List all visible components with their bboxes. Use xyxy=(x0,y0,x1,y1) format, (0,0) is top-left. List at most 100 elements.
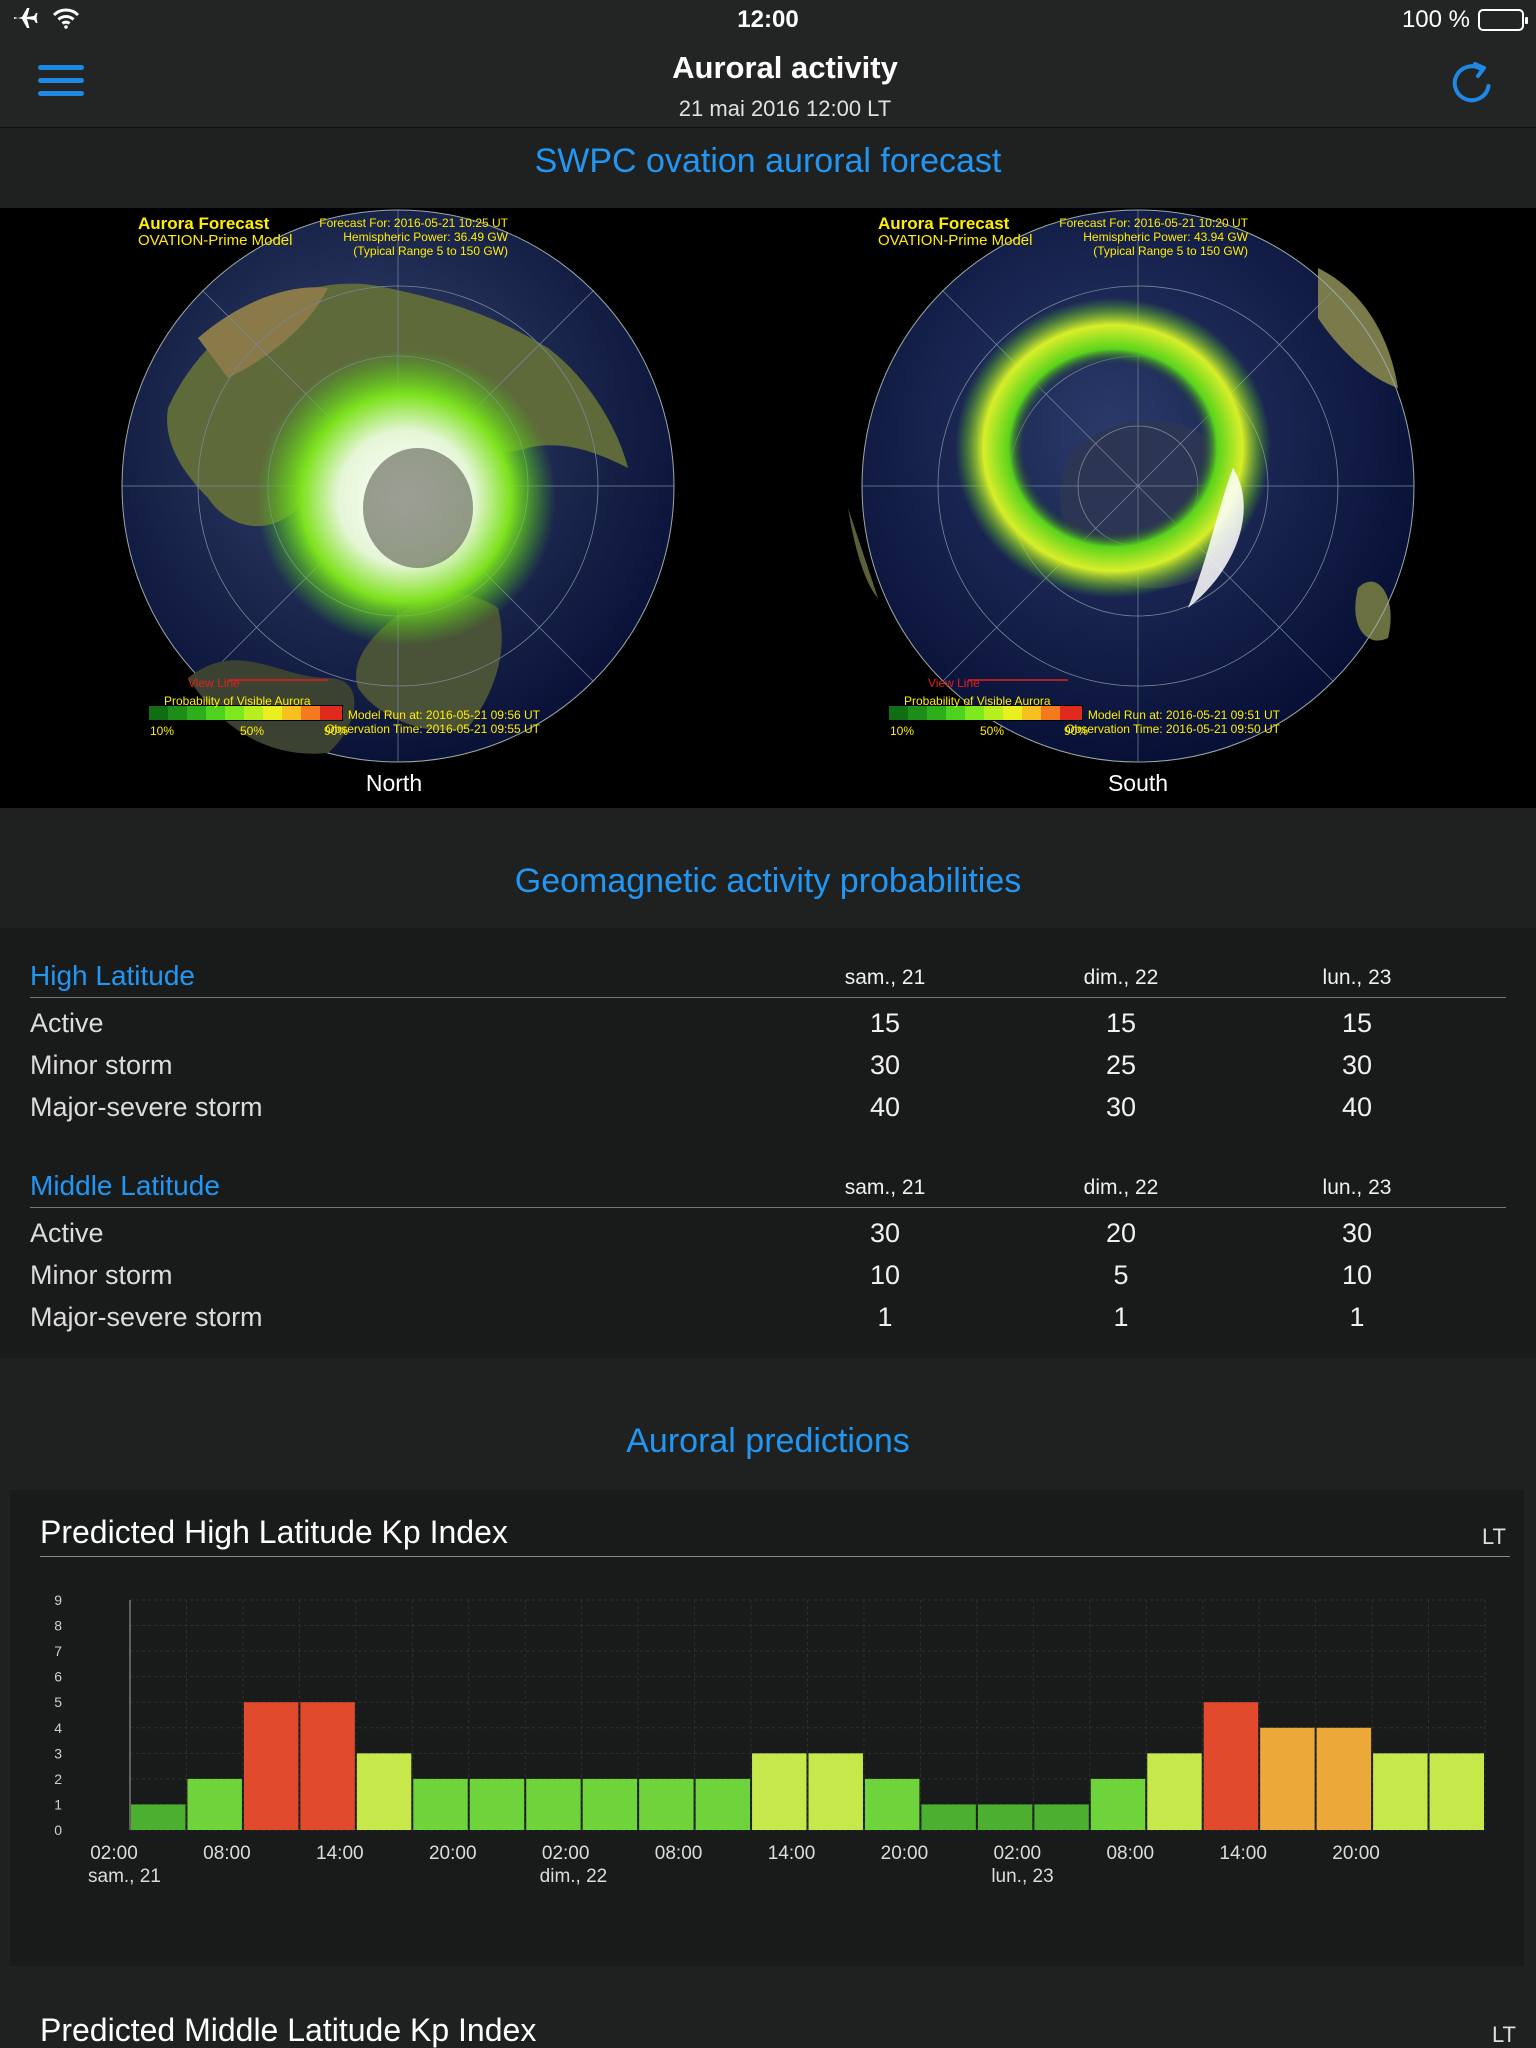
middle-latitude-group: Middle Latitude sam., 21 dim., 22 lun., … xyxy=(30,1164,1506,1334)
north-globe-image xyxy=(121,209,675,763)
row-value: 5 xyxy=(1113,1260,1129,1290)
row-value: 30 xyxy=(1341,1218,1373,1248)
south-scale-50: 50% xyxy=(980,724,1005,738)
north-scale-90: 90% xyxy=(324,724,349,738)
kp-bar xyxy=(921,1804,976,1830)
battery-icon xyxy=(1478,9,1528,31)
high-latitude-header: High Latitude sam., 21 dim., 22 lun., 23 xyxy=(30,954,1506,998)
kp-bar xyxy=(752,1753,807,1830)
y-tick-label: 4 xyxy=(54,1720,62,1736)
y-tick-label: 8 xyxy=(54,1618,62,1634)
row-value: 20 xyxy=(1105,1218,1137,1248)
south-aurora-map[interactable]: Aurora Forecast OVATION-Prime Model Fore… xyxy=(768,208,1508,808)
row-value: 30 xyxy=(1341,1050,1373,1080)
kp-bar xyxy=(300,1702,355,1830)
wifi-icon xyxy=(52,7,80,34)
predictions-section-title: Auroral predictions xyxy=(626,1422,910,1460)
north-view-line-label: View Line xyxy=(188,676,240,690)
y-tick-label: 0 xyxy=(54,1822,62,1838)
kp-bar xyxy=(1203,1702,1259,1830)
row-value: 10 xyxy=(869,1260,901,1290)
kp-bar xyxy=(639,1778,694,1830)
day-header: lun., 23 xyxy=(1322,966,1392,989)
day-label: sam., 21 xyxy=(88,1866,161,1887)
kp-bar xyxy=(1147,1753,1202,1830)
row-value: 15 xyxy=(869,1008,901,1038)
south-caption: South xyxy=(1107,770,1169,796)
kp-bar xyxy=(1034,1804,1089,1830)
hamburger-icon-bar xyxy=(38,78,84,83)
kp-bar xyxy=(1373,1753,1428,1830)
status-bar: 12:00 100 % xyxy=(0,0,1536,40)
x-tick-label: 20:00 xyxy=(881,1843,929,1864)
x-tick-label: 14:00 xyxy=(1219,1843,1267,1864)
menu-button[interactable] xyxy=(38,65,84,99)
day-label: lun., 23 xyxy=(991,1866,1053,1887)
kp-bar xyxy=(695,1778,751,1830)
kp-bar xyxy=(469,1778,525,1830)
kp-bar xyxy=(526,1778,581,1830)
row-value: 10 xyxy=(1341,1260,1373,1290)
x-tick-label: 14:00 xyxy=(768,1843,816,1864)
timezone-label[interactable]: LT xyxy=(1481,1524,1506,1549)
south-globe-image xyxy=(848,209,1415,763)
row-value: 40 xyxy=(869,1092,901,1122)
high-latitude-kp-card: Predicted High Latitude Kp Index LT 0 1 2 3… xyxy=(10,1490,1524,1966)
north-aurora-map[interactable]: Aurora Forecast OVATION-Prime Model Fore… xyxy=(28,208,768,808)
south-observation-time: Observation Time: 2016-05-21 09:50 UT xyxy=(1065,722,1280,736)
table-row: Active 30 20 30 xyxy=(30,1208,1506,1250)
row-value: 30 xyxy=(869,1218,901,1248)
x-tick-label: 08:00 xyxy=(1106,1843,1154,1864)
kp-bar xyxy=(243,1702,299,1830)
airplane-mode-icon xyxy=(12,6,38,35)
kp-bar xyxy=(864,1778,920,1830)
page-subtitle: 21 mai 2016 12:00 LT xyxy=(678,96,892,121)
x-tick-label: 08:00 xyxy=(655,1843,703,1864)
kp-bar xyxy=(1316,1727,1372,1830)
x-tick-label: 20:00 xyxy=(1332,1843,1380,1864)
kp-bar xyxy=(808,1753,863,1830)
table-row: Minor storm 30 25 30 xyxy=(30,1040,1506,1082)
north-hemispheric-power: Hemispheric Power: 36.49 GW xyxy=(343,230,508,244)
high-latitude-label: High Latitude xyxy=(30,960,196,991)
south-view-line-label: View Line xyxy=(928,676,980,690)
kp-bar xyxy=(1429,1753,1484,1830)
ovation-section-title: SWPC ovation auroral forecast xyxy=(534,142,1002,180)
refresh-button[interactable] xyxy=(1448,60,1496,108)
south-scale-90: 90% xyxy=(1064,724,1089,738)
kp-bar xyxy=(1260,1727,1315,1830)
day-header: dim., 22 xyxy=(1083,1176,1159,1199)
middle-kp-chart-title: Predicted Middle Latitude Kp Index xyxy=(40,2012,537,2048)
table-row: Active 15 15 15 xyxy=(30,998,1506,1040)
y-tick-label: 7 xyxy=(54,1643,62,1659)
geomagnetic-section-title: Geomagnetic activity probabilities xyxy=(514,862,1022,900)
x-tick-label: 02:00 xyxy=(994,1843,1042,1864)
timezone-label[interactable]: LT xyxy=(1491,2022,1516,2047)
x-tick-label: 02:00 xyxy=(90,1843,138,1864)
x-tick-label: 02:00 xyxy=(542,1843,590,1864)
row-value: 1 xyxy=(1113,1302,1129,1332)
table-row: Major-severe storm 1 1 1 xyxy=(30,1292,1506,1334)
row-value: 30 xyxy=(869,1050,901,1080)
aurora-maps: Aurora Forecast OVATION-Prime Model Fore… xyxy=(0,208,1536,808)
x-tick-label: 08:00 xyxy=(203,1843,251,1864)
x-tick-label: 14:00 xyxy=(316,1843,364,1864)
south-map-model: OVATION-Prime Model xyxy=(878,232,1033,249)
south-probability-label: Probability of Visible Aurora xyxy=(904,694,1051,708)
row-value: 1 xyxy=(877,1302,893,1332)
day-header: lun., 23 xyxy=(1322,1176,1392,1199)
day-header: sam., 21 xyxy=(844,1176,926,1199)
hamburger-icon-bar xyxy=(38,65,84,70)
y-tick-label: 5 xyxy=(54,1694,62,1710)
south-model-run: Model Run at: 2016-05-21 09:51 UT xyxy=(1087,708,1280,722)
battery-percent: 100 % xyxy=(1401,6,1470,33)
status-time: 12:00 xyxy=(737,6,799,33)
y-tick-label: 1 xyxy=(54,1796,62,1812)
kp-bar xyxy=(131,1804,186,1830)
north-forecast-for: Forecast For: 2016-05-21 10:25 UT xyxy=(319,216,508,230)
kp-bar xyxy=(977,1804,1033,1830)
south-forecast-for: Forecast For: 2016-05-21 10:20 UT xyxy=(1059,216,1248,230)
refresh-icon xyxy=(1452,62,1491,103)
row-label: Major-severe storm xyxy=(30,1092,263,1122)
y-tick-label: 3 xyxy=(54,1745,62,1761)
